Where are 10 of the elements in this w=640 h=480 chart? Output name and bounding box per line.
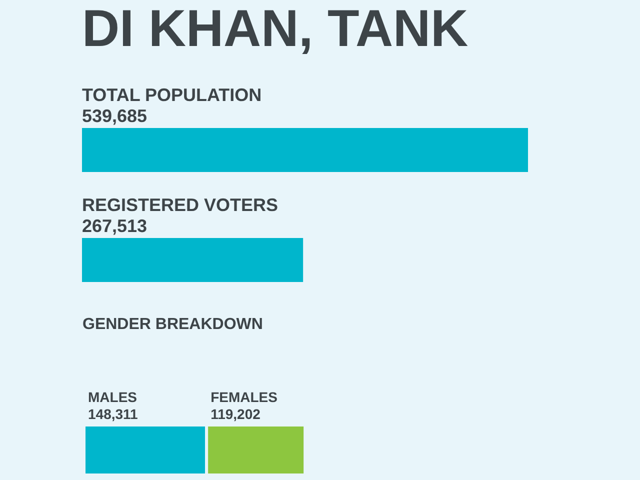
- category-label: REGISTERED VOTERS: [82, 195, 278, 215]
- data-label: 539,685: [82, 106, 148, 126]
- category-label: TOTAL POPULATION: [82, 85, 262, 105]
- chart-title: GENDER BREAKDOWN: [82, 316, 263, 333]
- chart-title: DI KHAN, TANK: [82, 0, 469, 58]
- data-label: 148,311: [88, 406, 138, 422]
- series-label: MALES: [88, 389, 137, 405]
- series-label: FEMALES: [210, 389, 278, 405]
- data-label: 267,513: [82, 216, 148, 236]
- data-label: 119,202: [210, 406, 261, 422]
